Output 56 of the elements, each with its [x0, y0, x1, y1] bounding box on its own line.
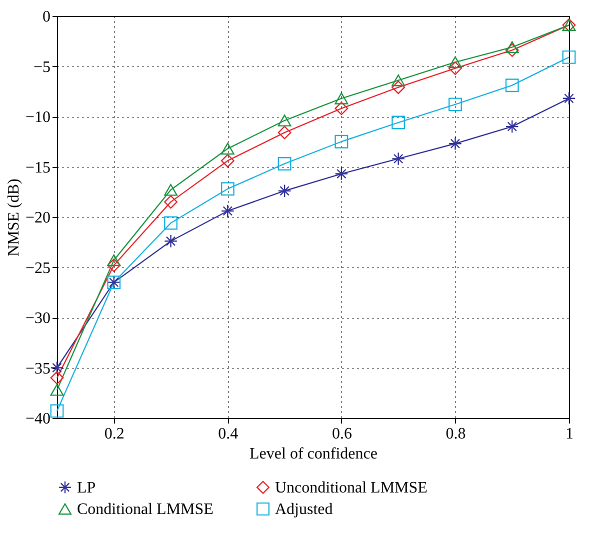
point	[392, 116, 406, 130]
point	[278, 184, 292, 198]
point	[562, 50, 576, 64]
y-tick-label: −15	[25, 159, 50, 176]
point	[164, 216, 178, 230]
point	[505, 43, 519, 57]
point	[392, 80, 406, 94]
point	[50, 404, 64, 418]
point	[505, 120, 519, 134]
x-tick-label: 0.6	[332, 426, 352, 442]
legend-label: Unconditional LMMSE	[275, 479, 428, 496]
point	[334, 134, 348, 148]
point	[164, 184, 178, 196]
point	[164, 195, 178, 209]
y-tick-label: −25	[25, 260, 50, 277]
point	[278, 157, 292, 170]
point	[334, 102, 348, 116]
point	[334, 92, 348, 104]
point	[50, 371, 64, 385]
point	[562, 92, 576, 106]
point	[50, 384, 64, 396]
y-tick-label: −10	[25, 109, 50, 126]
legend-label: LP	[77, 479, 96, 496]
point	[278, 126, 292, 140]
point	[505, 78, 519, 92]
point	[392, 152, 406, 166]
point	[220, 182, 234, 196]
y-tick-label: −20	[25, 210, 50, 226]
point	[278, 114, 292, 126]
point	[448, 56, 462, 68]
x-tick-label: 0.2	[104, 426, 124, 442]
point	[334, 167, 348, 181]
point	[220, 154, 234, 168]
point	[220, 142, 234, 155]
point	[107, 258, 121, 272]
y-tick-label: −30	[25, 310, 50, 327]
y-tick-label: −40	[25, 410, 50, 428]
point	[107, 254, 121, 266]
point	[505, 41, 519, 54]
x-tick-label: 0.4	[218, 426, 238, 442]
point	[448, 98, 462, 112]
point	[220, 204, 234, 218]
y-tick-label: 0	[42, 8, 50, 26]
y-tick-label: −5	[33, 58, 50, 76]
point	[448, 62, 462, 75]
point	[392, 74, 406, 86]
point	[164, 234, 178, 248]
y-tick-label: −35	[25, 360, 50, 378]
legend-label: Adjusted	[275, 501, 333, 518]
legend-label: Conditional LMMSE	[77, 501, 214, 518]
point	[448, 136, 462, 150]
x-tick-label: 0.8	[446, 426, 466, 442]
x-tick-label: 1	[566, 426, 574, 442]
y-axis-title: NMSE (dB)	[5, 178, 22, 256]
point	[50, 361, 64, 374]
x-axis-title: Level of confidence	[250, 446, 378, 462]
